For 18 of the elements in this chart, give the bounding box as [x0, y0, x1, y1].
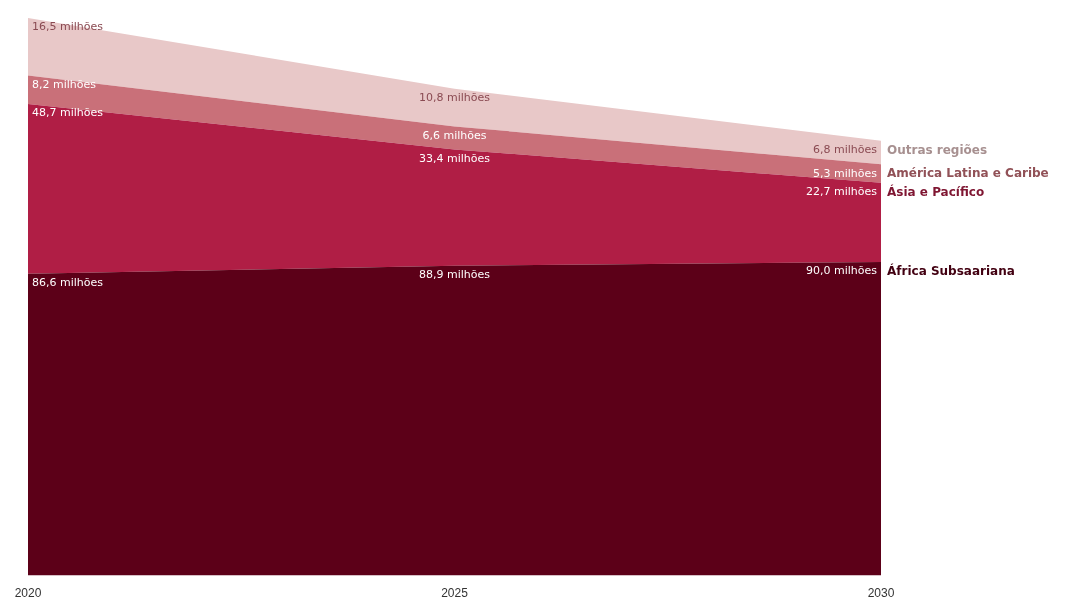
series-label: Ásia e Pacífico: [887, 183, 985, 199]
series-label: África Subsaariana: [887, 263, 1015, 279]
data-label: 10,8 milhões: [418, 91, 491, 105]
series-label: Outras regiões: [887, 142, 988, 157]
data-label: 88,9 milhões: [418, 268, 491, 282]
x-tick-label: 2030: [867, 586, 895, 601]
x-tick-label: 2025: [441, 586, 469, 601]
data-label: 22,7 milhões: [805, 185, 878, 199]
data-label: 48,7 milhões: [32, 106, 104, 120]
data-label: 5,3 milhões: [812, 166, 878, 180]
data-label: 6,6 milhões: [422, 128, 487, 142]
data-label: 86,6 milhões: [32, 276, 104, 290]
series-label: América Latina e Caribe: [887, 166, 1049, 181]
data-label: 33,4 milhões: [418, 151, 491, 165]
x-tick-label: 2020: [14, 586, 42, 601]
data-label: 6,8 milhões: [812, 143, 878, 157]
data-label: 16,5 milhões: [32, 20, 104, 34]
data-label: 90,0 milhões: [805, 264, 878, 278]
